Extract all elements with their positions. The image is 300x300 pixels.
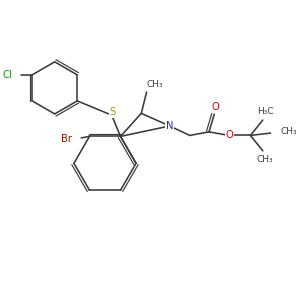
Text: CH₃: CH₃: [281, 127, 298, 136]
Text: O: O: [211, 102, 219, 112]
Text: CH₃: CH₃: [257, 154, 274, 164]
Text: O: O: [225, 130, 233, 140]
Text: Br: Br: [61, 134, 72, 144]
Text: H₃C: H₃C: [257, 107, 274, 116]
Text: Cl: Cl: [3, 70, 13, 80]
Text: S: S: [110, 107, 116, 117]
Text: N: N: [166, 121, 173, 131]
Text: CH₃: CH₃: [147, 80, 163, 89]
